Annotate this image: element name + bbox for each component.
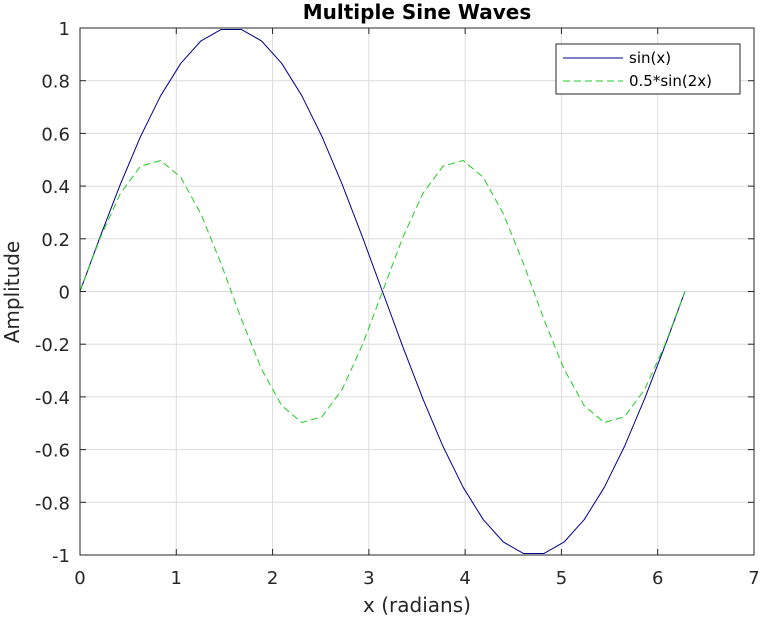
- series-layer: [79, 28, 686, 555]
- x-tick-label: 3: [363, 568, 374, 589]
- y-tick-label: 0.6: [41, 124, 70, 145]
- x-tick-label: 7: [748, 568, 759, 589]
- y-tick-label: -0.2: [35, 335, 70, 356]
- legend: sin(x) 0.5*sin(2x): [555, 43, 741, 95]
- y-tick-label: 0.8: [41, 72, 70, 93]
- y-tick-label: -0.4: [35, 388, 70, 409]
- legend-label-sin: sin(x): [629, 49, 671, 67]
- y-axis-title: Amplitude: [0, 241, 24, 344]
- y-tick-label: -0.8: [35, 493, 70, 514]
- x-tick-label: 5: [556, 568, 567, 589]
- y-tick-label: -0.6: [35, 441, 70, 462]
- chart-title: Multiple Sine Waves: [303, 0, 532, 24]
- y-tick-label: 0: [59, 283, 70, 304]
- x-tick-label: 0: [74, 568, 85, 589]
- x-tick-label: 6: [652, 568, 663, 589]
- legend-label-half-sin2x: 0.5*sin(2x): [629, 72, 712, 90]
- x-tick-label: 4: [459, 568, 470, 589]
- y-tick-label: 1: [59, 19, 70, 40]
- legend-box: [555, 43, 741, 95]
- x-tick-label: 1: [171, 568, 182, 589]
- axis-ticks: [79, 27, 755, 556]
- y-tick-label: -1: [52, 546, 70, 567]
- y-tick-label: 0.4: [41, 177, 70, 198]
- y-tick-labels: -1 -0.8 -0.6 -0.4 -0.2 0 0.2 0.4 0.6 0.8 1: [35, 19, 70, 567]
- x-axis-title: x (radians): [363, 593, 471, 617]
- series-line-half-sin2x: [79, 159, 686, 424]
- x-tick-label: 2: [267, 568, 278, 589]
- y-tick-label: 0.2: [41, 230, 70, 251]
- x-tick-labels: 0 1 2 3 4 5 6 7: [74, 568, 759, 589]
- series-line-sin: [79, 28, 686, 555]
